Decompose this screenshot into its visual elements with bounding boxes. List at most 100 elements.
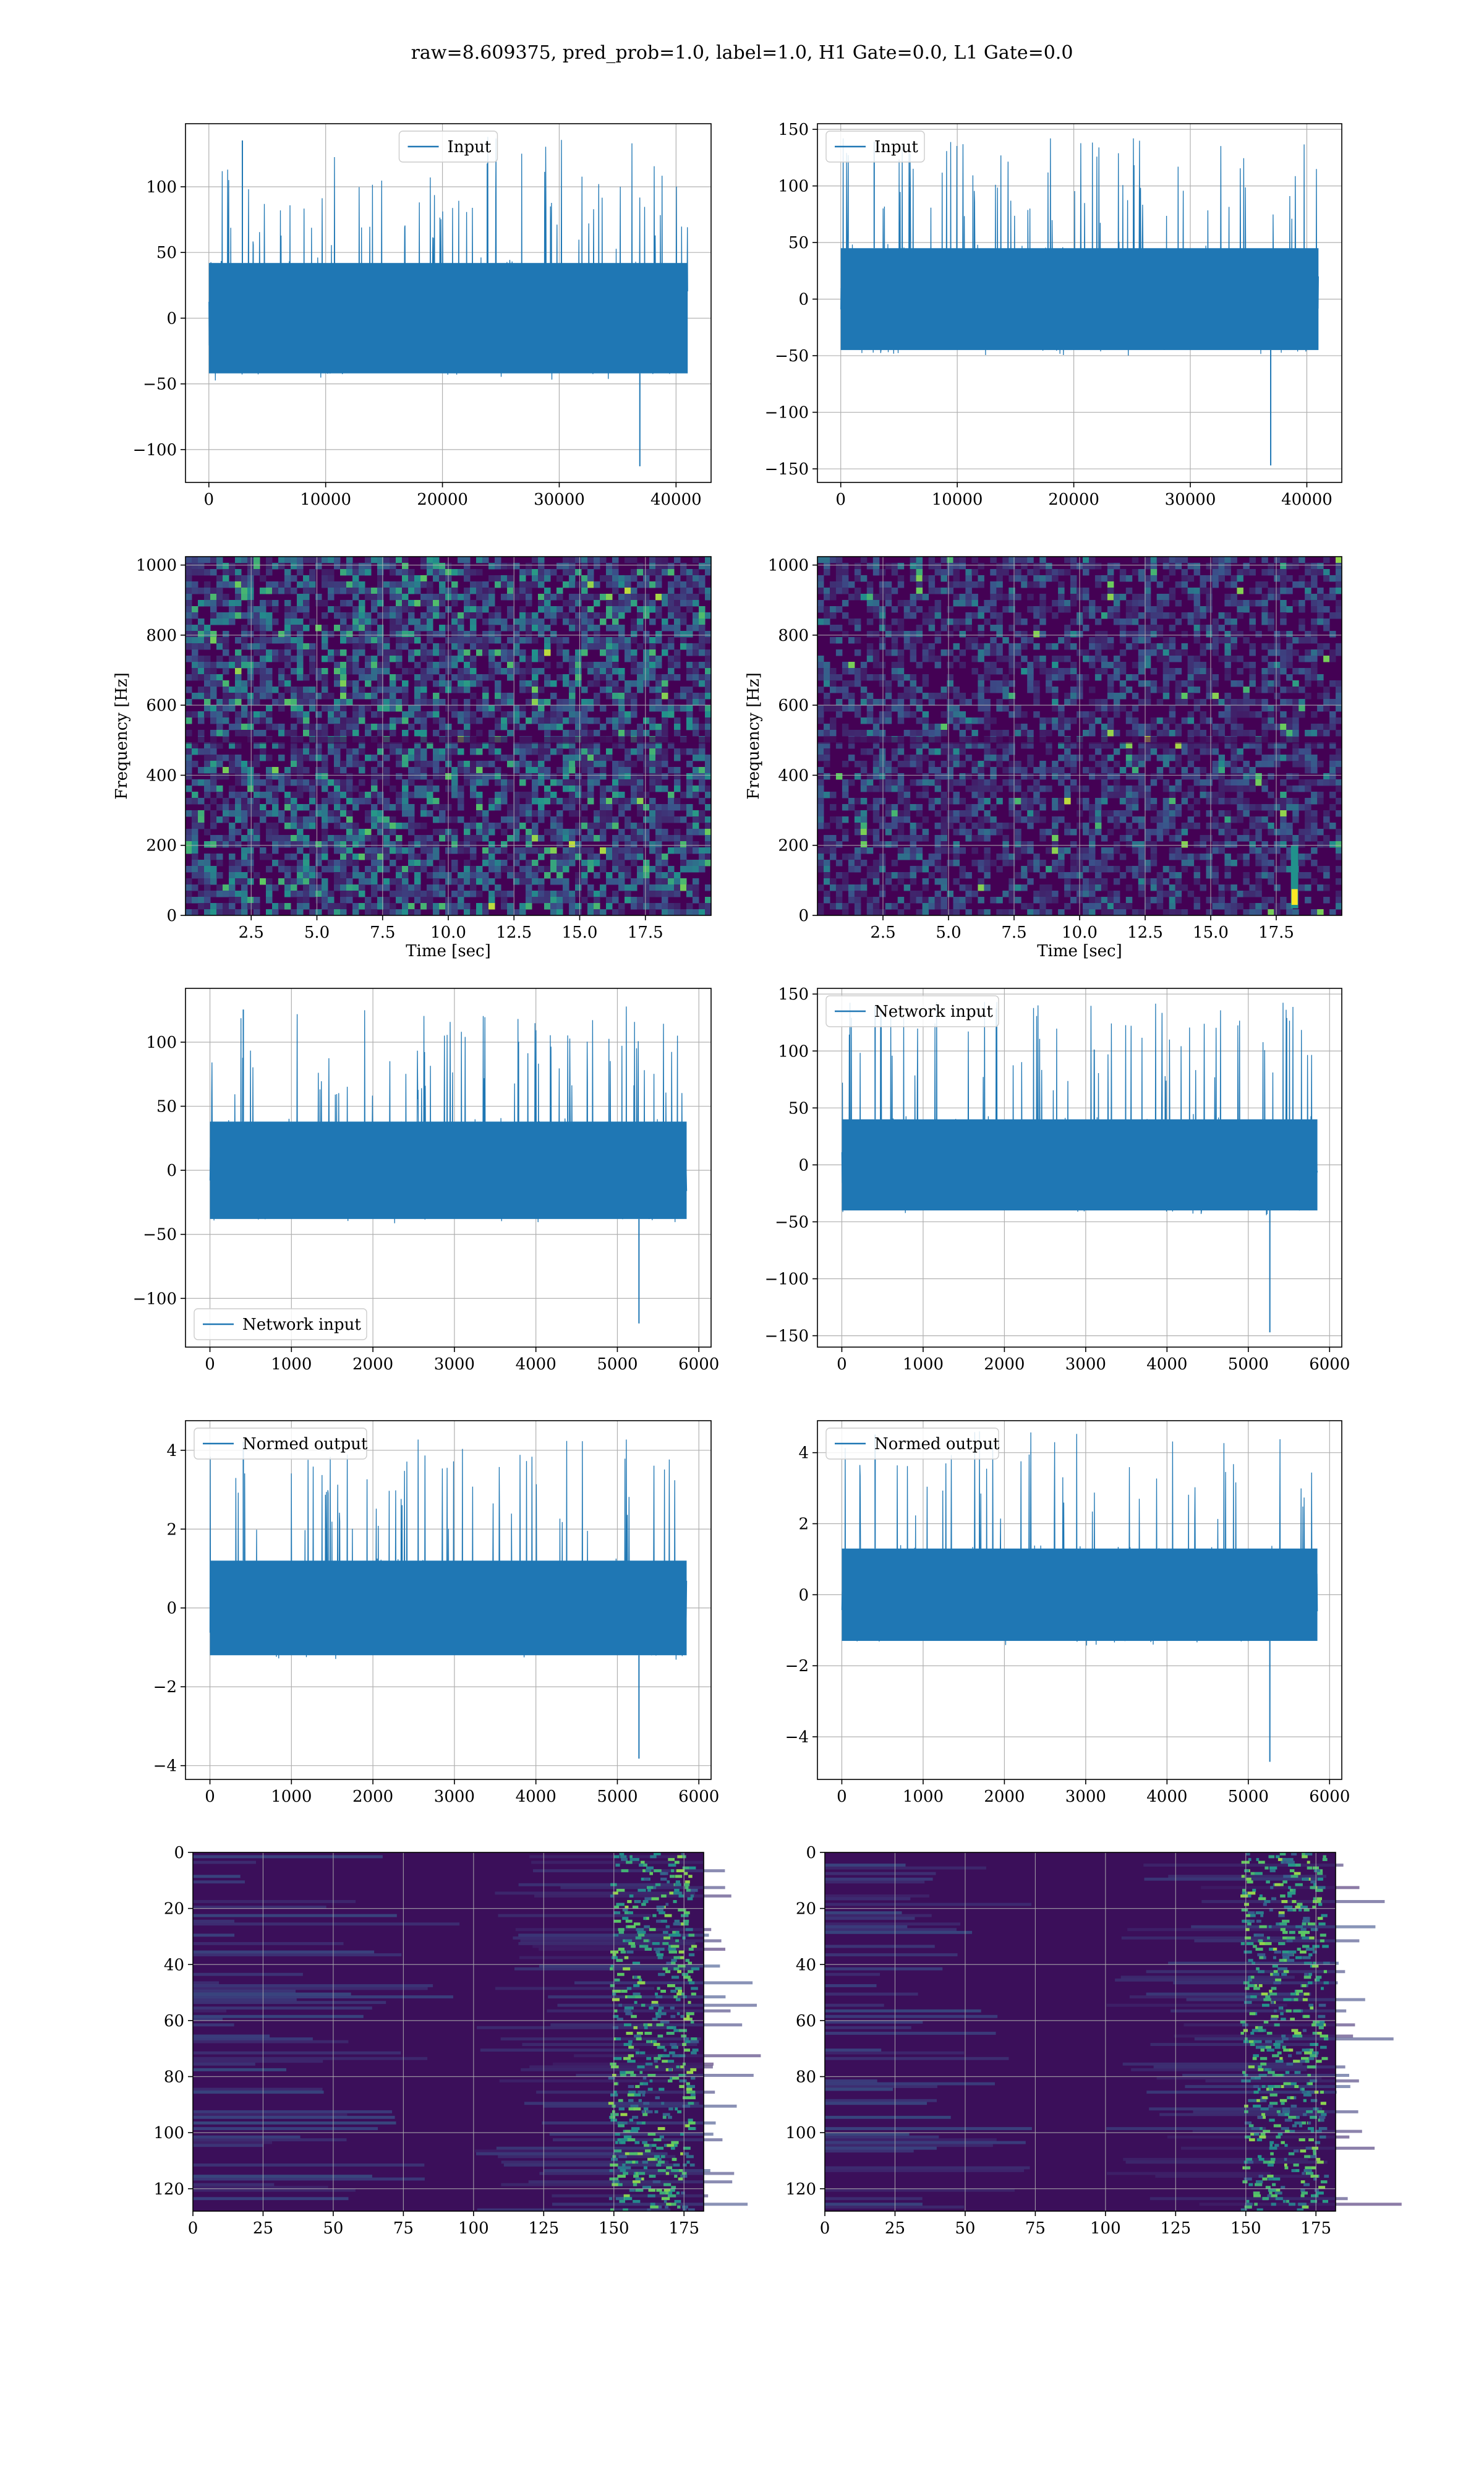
heatmap-cell (860, 687, 868, 693)
heatmap-cell (1218, 612, 1225, 619)
heatmap-cell (241, 625, 248, 631)
heatmap-cell (674, 594, 681, 601)
heatmap-cell (1237, 612, 1243, 619)
heatmap-cell (1336, 557, 1342, 563)
heatmap-cell (532, 748, 539, 755)
heatmap-cell (655, 872, 662, 879)
heatmap-cell (866, 643, 874, 650)
heatmap-cell (842, 588, 849, 594)
heatmap-cell (1033, 680, 1040, 687)
heatmap-cell (1107, 569, 1114, 576)
heatmap-cell (451, 891, 458, 897)
heatmap-cell (612, 878, 619, 885)
heatmap-cell (513, 761, 520, 768)
heatmap-cell (569, 705, 576, 712)
heatmap-cell (643, 761, 650, 768)
heatmap-cell (1107, 742, 1114, 749)
heatmap-cell (532, 674, 539, 681)
heatmap-cell (414, 730, 421, 737)
heatmap-cell (297, 767, 304, 774)
heatmap-cell (420, 903, 427, 910)
heatmap-cell (427, 699, 433, 706)
heatmap-cell (210, 779, 217, 786)
heatmap-cell (501, 581, 508, 588)
heatmap-cell (625, 835, 631, 842)
heatmap-cell (291, 693, 297, 700)
heatmap-cell (655, 594, 662, 601)
heatmap-cell (544, 600, 551, 607)
heatmap-cell (971, 742, 978, 749)
heatmap-cell (507, 668, 514, 675)
heatmap-cell (451, 594, 458, 601)
heatmap-cell (340, 711, 347, 718)
heatmap-cell (322, 575, 328, 582)
heatmap-cell (1156, 699, 1164, 706)
heatmap-cell (1009, 748, 1015, 755)
heatmap-cell (408, 767, 415, 774)
heatmap-cell (501, 563, 508, 570)
heatmap-cell (223, 600, 229, 607)
heatmap-cell (247, 563, 254, 570)
heatmap-cell (587, 618, 594, 625)
heatmap-cell (186, 643, 192, 650)
heatmap-cell (482, 594, 489, 601)
heatmap-cell (359, 798, 365, 805)
heatmap-cell (606, 656, 613, 662)
heatmap-cell (396, 742, 403, 749)
heatmap-cell (649, 755, 656, 761)
heatmap-cell (569, 594, 576, 601)
heatmap-cell (458, 631, 464, 638)
heatmap-cell (1138, 600, 1145, 607)
heatmap-cell (186, 600, 192, 607)
heatmap-cell (352, 724, 359, 730)
heatmap-cell (891, 606, 898, 613)
heatmap-cell (1002, 557, 1009, 563)
heatmap-cell (334, 581, 341, 588)
heatmap-cell (1292, 649, 1299, 656)
heatmap-cell (272, 656, 279, 662)
x-tick-label: 20000 (417, 490, 468, 509)
heatmap-cell (600, 662, 607, 669)
heatmap-cell (1187, 575, 1195, 582)
heatmap-cell (1033, 711, 1040, 718)
heatmap-cell (507, 903, 514, 910)
heatmap-cell (383, 662, 390, 669)
heatmap-cell (674, 693, 681, 700)
heatmap-cell (1175, 557, 1182, 563)
heatmap-cell (464, 699, 471, 706)
heatmap-cell (1274, 705, 1281, 712)
heatmap-cell (1101, 631, 1108, 638)
heatmap-cell (544, 829, 551, 836)
heatmap-cell (266, 600, 273, 607)
heatmap-cell (260, 755, 267, 761)
heatmap-cell (427, 835, 433, 842)
heatmap-cell (402, 897, 409, 904)
heatmap-cell (693, 866, 699, 873)
heatmap-cell (556, 823, 563, 829)
heatmap-cell (643, 649, 650, 656)
heatmap-cell (396, 637, 403, 644)
heatmap-cell (947, 755, 953, 761)
heatmap-cell (439, 594, 446, 601)
heatmap-cell (284, 835, 291, 842)
heatmap-cell (575, 674, 582, 681)
heatmap-cell (1323, 773, 1330, 780)
heatmap-cell (928, 699, 936, 706)
heatmap-cell (643, 742, 650, 749)
heatmap-cell (322, 674, 328, 681)
heatmap-cell (396, 717, 403, 724)
heatmap-cell (618, 594, 625, 601)
heatmap-cell (247, 761, 254, 768)
heatmap-cell (655, 903, 662, 910)
heatmap-cell (655, 680, 662, 687)
heatmap-cell (674, 773, 681, 780)
heatmap-cell (1052, 717, 1059, 724)
heatmap-cell (928, 643, 936, 650)
heatmap-cell (526, 878, 532, 885)
heatmap-cell (699, 662, 706, 669)
heatmap-cell (866, 581, 874, 588)
heatmap-cell (451, 909, 458, 916)
heatmap-cell (1298, 581, 1305, 588)
heatmap-cell (655, 606, 662, 613)
heatmap-cell (390, 569, 396, 576)
